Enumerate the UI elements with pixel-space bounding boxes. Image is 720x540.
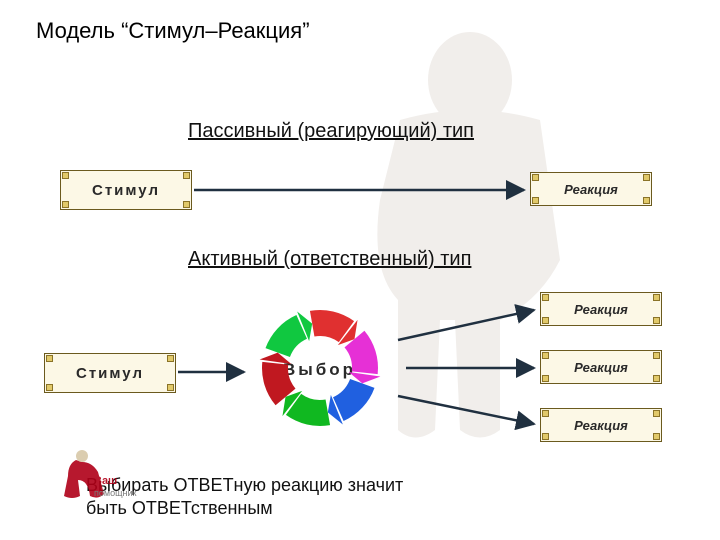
logo-watermark: Ваш помощник: [0, 0, 720, 540]
svg-text:помощник: помощник: [94, 488, 136, 498]
svg-text:Ваш: Ваш: [94, 475, 117, 487]
